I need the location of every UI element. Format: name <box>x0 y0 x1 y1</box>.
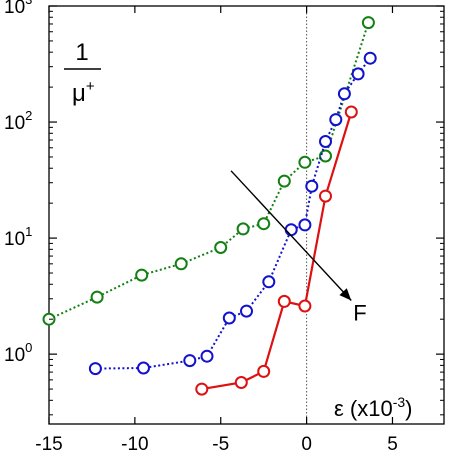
y-axis-label-numerator: 1 <box>75 39 88 66</box>
series-2-point <box>329 113 343 127</box>
series-1-point <box>174 257 188 271</box>
x-axis-label: ε (x10-3) <box>334 394 413 421</box>
series-1-point <box>277 174 291 188</box>
series-2-point <box>222 311 236 325</box>
series-3-point <box>298 299 312 313</box>
y-axis-label-denominator: μ+ <box>72 78 95 107</box>
y-tick-label: 102 <box>4 108 32 134</box>
series-2-point <box>319 135 332 148</box>
y-tick-label: 100 <box>4 340 32 366</box>
x-tick-label: 5 <box>387 434 398 455</box>
x-tick-label: -15 <box>35 434 62 455</box>
x-axis-label-text: ε (x10-3) <box>334 394 413 421</box>
series-2-point <box>137 361 150 375</box>
series-1-point <box>90 290 104 304</box>
y-tick-label: 101 <box>4 224 32 250</box>
series-2-point <box>240 304 253 318</box>
y-tick-label: 103 <box>4 0 32 18</box>
series-1-point <box>257 217 271 231</box>
plot-area <box>48 5 445 425</box>
y-axis: 100 101 102 103 <box>4 0 444 416</box>
series-1-point <box>298 155 312 169</box>
series-1-point <box>319 149 332 163</box>
plot-border <box>48 5 445 425</box>
x-axis: -15 -10 -5 0 5 <box>35 6 398 455</box>
series-1-point <box>214 241 228 254</box>
x-tick-label: -10 <box>121 434 148 455</box>
series-2-point <box>183 354 197 368</box>
series-2-point <box>200 349 214 363</box>
series-2-point <box>88 362 102 376</box>
series-3-point <box>257 364 271 378</box>
series-2-point <box>262 275 276 289</box>
series-3-point <box>234 376 248 389</box>
annotation-arrow-head <box>339 288 352 301</box>
series-1-point <box>236 222 250 236</box>
x-tick-label: -5 <box>212 434 229 455</box>
series-1-line <box>48 22 370 321</box>
series-2-point <box>305 179 319 193</box>
annotation-label-f: F <box>353 300 366 325</box>
annotation-layer: F <box>230 170 367 325</box>
series-1-point <box>361 16 375 30</box>
x-tick-label: 0 <box>301 434 312 455</box>
annotation-arrow-shaft <box>230 170 352 301</box>
series-3-point <box>344 105 358 119</box>
series-2-point <box>298 218 312 232</box>
series-3-point <box>277 294 291 308</box>
series-layer <box>42 16 377 396</box>
series-2-point <box>351 67 365 81</box>
series-3-point <box>195 382 209 396</box>
series-2-point <box>363 51 377 65</box>
series-3-point <box>319 189 332 203</box>
series-2-point <box>284 223 298 237</box>
series-2-point <box>337 87 351 101</box>
y-axis-label: 1 μ+ <box>64 39 101 107</box>
series-1-point <box>135 268 149 282</box>
